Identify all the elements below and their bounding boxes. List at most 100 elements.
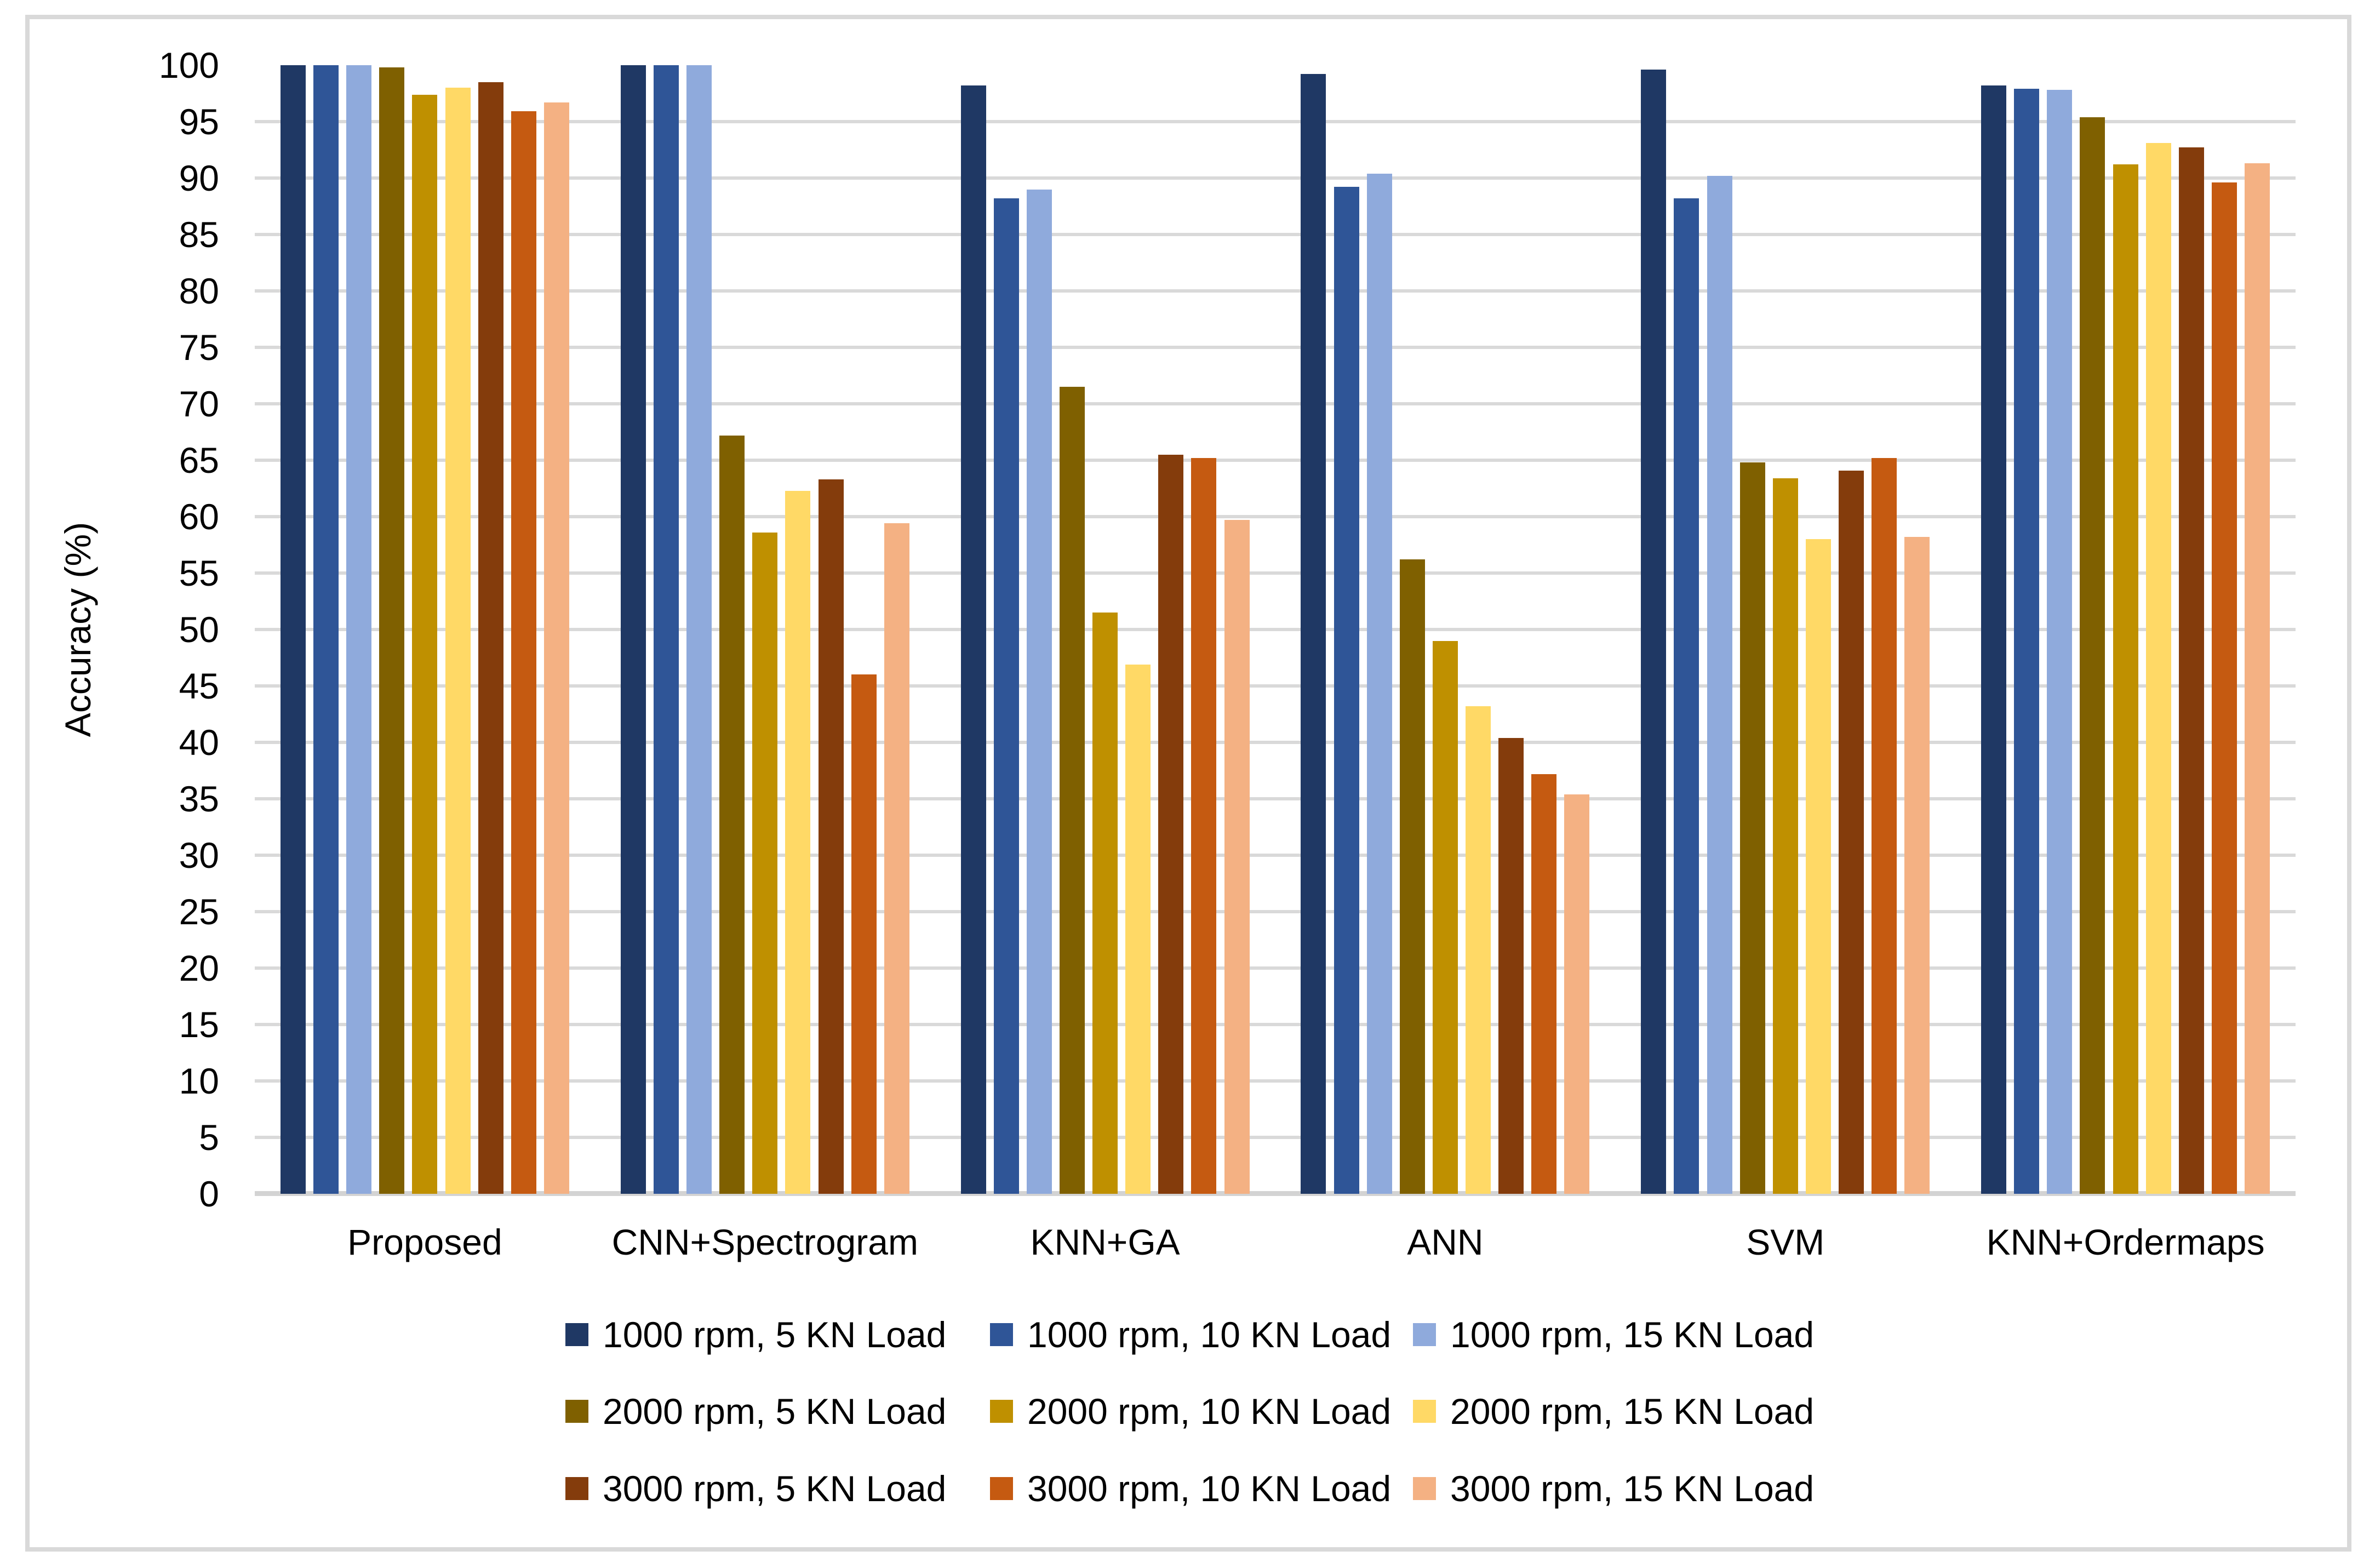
bar [2014, 89, 2040, 1194]
gridline [255, 176, 2296, 180]
y-tick-label: 20 [179, 948, 219, 988]
bar [686, 65, 712, 1194]
gridline [255, 233, 2296, 236]
legend-label: 2000 rpm, 15 KN Load [1450, 1391, 1815, 1432]
bar [1839, 470, 1864, 1194]
bar [1904, 537, 1930, 1194]
gridline [255, 459, 2296, 462]
legend-item: 3000 rpm, 5 KN Load [565, 1469, 946, 1508]
bar-group [280, 65, 569, 1194]
gridline [255, 797, 2296, 800]
chart-border [25, 15, 2351, 1552]
bar [884, 523, 909, 1194]
legend-swatch [565, 1323, 588, 1346]
bar [620, 65, 646, 1194]
bar-group [1641, 65, 1930, 1194]
gridline [255, 120, 2296, 123]
bar [2245, 163, 2270, 1194]
bar [1301, 74, 1326, 1194]
legend-item: 2000 rpm, 10 KN Load [990, 1392, 1391, 1431]
legend-label: 2000 rpm, 5 KN Load [603, 1391, 947, 1432]
bar [1432, 640, 1458, 1194]
y-tick-label: 100 [158, 45, 219, 85]
bar [1674, 198, 1699, 1194]
bar [1498, 737, 1524, 1194]
legend-swatch [565, 1477, 588, 1500]
bar [1059, 387, 1085, 1194]
bar [1334, 187, 1359, 1194]
bar [313, 65, 339, 1194]
bar [2145, 143, 2171, 1194]
y-tick-label: 5 [199, 1117, 219, 1158]
bar [653, 65, 679, 1194]
legend-swatch [990, 1400, 1013, 1423]
gridline [255, 289, 2296, 293]
bar [851, 674, 877, 1194]
legend-swatch [990, 1477, 1013, 1500]
bar [993, 198, 1019, 1194]
gridline [255, 966, 2296, 970]
bar [1399, 559, 1425, 1194]
y-tick-label: 80 [179, 271, 219, 311]
legend-swatch [565, 1400, 588, 1423]
gridline [255, 628, 2296, 631]
bar [1531, 774, 1557, 1194]
bar [2047, 90, 2073, 1194]
bar [1772, 478, 1798, 1194]
bar [1805, 539, 1831, 1194]
bar [1191, 457, 1217, 1194]
y-tick-label: 60 [179, 496, 219, 537]
bar [2080, 117, 2105, 1194]
y-tick-label: 85 [179, 214, 219, 255]
bar [719, 435, 745, 1194]
legend-label: 1000 rpm, 5 KN Load [603, 1314, 947, 1355]
bar [1564, 794, 1590, 1194]
x-category-label: KNN+GA [1030, 1222, 1180, 1262]
bar [511, 111, 536, 1194]
bar [1872, 457, 1897, 1194]
y-tick-label: 55 [179, 553, 219, 593]
y-tick-label: 75 [179, 327, 219, 368]
legend-item: 1000 rpm, 15 KN Load [1413, 1315, 1814, 1354]
bar [478, 82, 503, 1194]
legend-swatch [1413, 1323, 1436, 1346]
bar [2211, 182, 2237, 1194]
x-category-label: ANN [1407, 1222, 1484, 1262]
bar [1158, 454, 1184, 1194]
bar [1739, 462, 1765, 1194]
bar [445, 88, 471, 1194]
gridline [255, 515, 2296, 518]
legend-item: 1000 rpm, 10 KN Load [990, 1315, 1391, 1354]
plot-area [255, 65, 2296, 1196]
bar-group [620, 65, 909, 1194]
bar [2178, 147, 2204, 1194]
legend-label: 1000 rpm, 15 KN Load [1450, 1314, 1815, 1355]
x-category-label: CNN+Spectrogram [611, 1222, 918, 1262]
bar [2113, 164, 2138, 1194]
y-tick-label: 10 [179, 1061, 219, 1101]
bar [346, 65, 372, 1194]
legend-label: 3000 rpm, 5 KN Load [603, 1468, 947, 1509]
bar-group [960, 65, 1250, 1194]
legend-swatch [1413, 1477, 1436, 1500]
bar [818, 479, 844, 1194]
bar [1125, 664, 1151, 1194]
bar [1981, 85, 2007, 1194]
bar [1707, 175, 1732, 1194]
x-category-label: KNN+Ordermaps [1986, 1222, 2265, 1262]
bar [543, 102, 569, 1194]
legend-item: 3000 rpm, 10 KN Load [990, 1469, 1391, 1508]
legend-label: 3000 rpm, 15 KN Load [1450, 1468, 1815, 1509]
y-tick-label: 65 [179, 440, 219, 480]
bar [785, 490, 811, 1194]
gridline [255, 910, 2296, 913]
bar [1224, 520, 1250, 1194]
gridline [255, 741, 2296, 744]
y-tick-label: 45 [179, 666, 219, 706]
y-tick-label: 50 [179, 609, 219, 650]
y-tick-label: 90 [179, 158, 219, 198]
bar [960, 85, 986, 1194]
gridline [255, 346, 2296, 349]
bar [1641, 70, 1667, 1194]
